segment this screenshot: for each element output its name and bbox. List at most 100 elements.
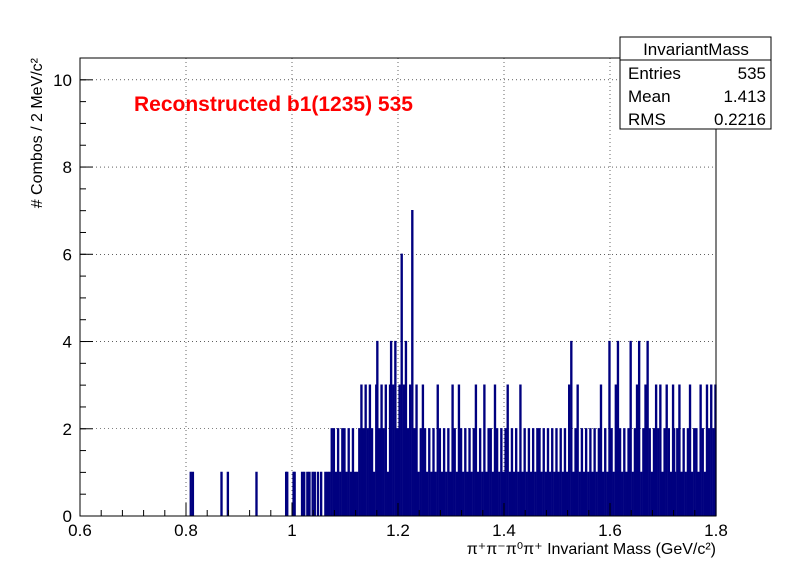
histogram-bin [485, 471, 488, 516]
histogram-bin [536, 428, 539, 516]
histogram-bin [534, 471, 537, 516]
histogram-bin [324, 471, 327, 516]
y-axis-tick-labels: 0 2 4 6 8 10 [53, 71, 72, 526]
histogram-bin [366, 428, 369, 516]
histogram-bin [599, 384, 603, 516]
histogram-bin [529, 471, 533, 516]
histogram-bin [697, 471, 700, 516]
stats-label-rms: RMS [628, 110, 666, 129]
histogram-bin [489, 428, 492, 516]
histogram-bin [548, 471, 552, 516]
histogram-bin [667, 428, 671, 516]
histogram-bin [674, 471, 677, 516]
histogram-bin [540, 471, 543, 516]
histogram-bin [631, 471, 634, 516]
histogram-bin [584, 428, 588, 516]
histogram-bin [421, 384, 425, 516]
y-tick-label: 4 [63, 333, 72, 352]
histogram-bin [688, 384, 692, 516]
histogram-bin [455, 471, 459, 516]
histogram-bin [445, 471, 448, 516]
histogram-bin [678, 384, 681, 516]
histogram-bin [572, 471, 575, 516]
histogram-bin [406, 428, 410, 516]
histogram-bin [515, 428, 518, 516]
histogram-bin [339, 471, 342, 516]
histogram-bin [425, 471, 429, 516]
histogram-bin [646, 340, 649, 516]
histogram-bin [466, 471, 469, 516]
histogram-bin [712, 428, 715, 516]
histogram-bin [430, 471, 433, 516]
histogram-bin [423, 428, 427, 516]
histogram-bin [512, 471, 516, 516]
histogram-bin [472, 428, 475, 516]
stats-label-entries: Entries [628, 64, 681, 83]
histogram-bin [519, 384, 522, 516]
histogram-bin [330, 428, 333, 516]
histogram-bin [500, 428, 503, 516]
histogram-bin [701, 428, 704, 516]
histogram-bin [226, 471, 230, 516]
histogram-bin [707, 428, 711, 516]
histogram-bin [328, 471, 331, 516]
histogram-bin [334, 471, 338, 516]
histogram-bin [682, 428, 685, 516]
histogram-bin [669, 471, 673, 516]
histogram-bars [189, 210, 717, 516]
histogram-bin [623, 428, 626, 516]
histogram-bin [663, 428, 666, 516]
histogram-bin [527, 428, 531, 516]
histogram-bin [618, 428, 622, 516]
histogram-bin [432, 428, 435, 516]
chart-title: Reconstructed b1(1235) 535 [134, 93, 413, 116]
histogram-bin [616, 340, 620, 516]
histogram-bin [220, 471, 223, 516]
stats-box-frame [619, 36, 772, 130]
histogram-bin [384, 384, 387, 516]
histogram-bin [606, 471, 609, 516]
stats-value-rms: 0.2216 [714, 110, 766, 129]
x-tick-label: 1.8 [704, 521, 728, 540]
y-tick-label: 0 [63, 507, 72, 526]
histogram-bin [316, 471, 320, 516]
histogram-bin [710, 384, 713, 516]
x-tick-label: 1 [287, 521, 296, 540]
histogram-bin [593, 428, 596, 516]
histogram-bin [544, 471, 548, 516]
histogram-bin [506, 384, 509, 516]
histogram-bin [542, 428, 545, 516]
histogram-bin [293, 471, 296, 516]
stats-value-entries: 535 [738, 64, 766, 83]
histogram-bin [415, 384, 418, 516]
histogram-bin [568, 384, 571, 516]
histogram-bin [661, 471, 664, 516]
histogram-bin [481, 471, 484, 516]
histogram-bin [319, 471, 323, 516]
histogram-bin [510, 428, 514, 516]
histogram-bin [614, 384, 618, 516]
histogram-bin [637, 340, 641, 516]
histogram-bin [341, 428, 344, 516]
histogram-bin [591, 471, 594, 516]
histogram-bin [313, 471, 316, 516]
histogram-bin [576, 384, 579, 516]
stats-label-mean: Mean [628, 87, 671, 106]
histogram-bin [343, 428, 346, 516]
histogram-bin [627, 428, 630, 516]
histogram-bin [300, 471, 304, 516]
histogram-bin [411, 210, 414, 516]
histogram-bin [347, 428, 350, 516]
histogram-bin [604, 428, 607, 516]
histogram-bin [462, 471, 465, 516]
histogram-bin [468, 428, 471, 516]
histogram-bin [360, 384, 363, 516]
x-axis-tick-labels: 0.6 0.8 1 1.2 1.4 1.6 1.8 [68, 521, 728, 540]
histogram-bin [608, 340, 611, 516]
histogram-bin [404, 340, 408, 516]
histogram-bin [372, 471, 376, 516]
x-axis-title: π⁺π⁻π⁰π⁺ Invariant Mass (GeV/c²) [467, 541, 716, 558]
histogram-bin [476, 471, 480, 516]
histogram-bin [652, 428, 656, 516]
